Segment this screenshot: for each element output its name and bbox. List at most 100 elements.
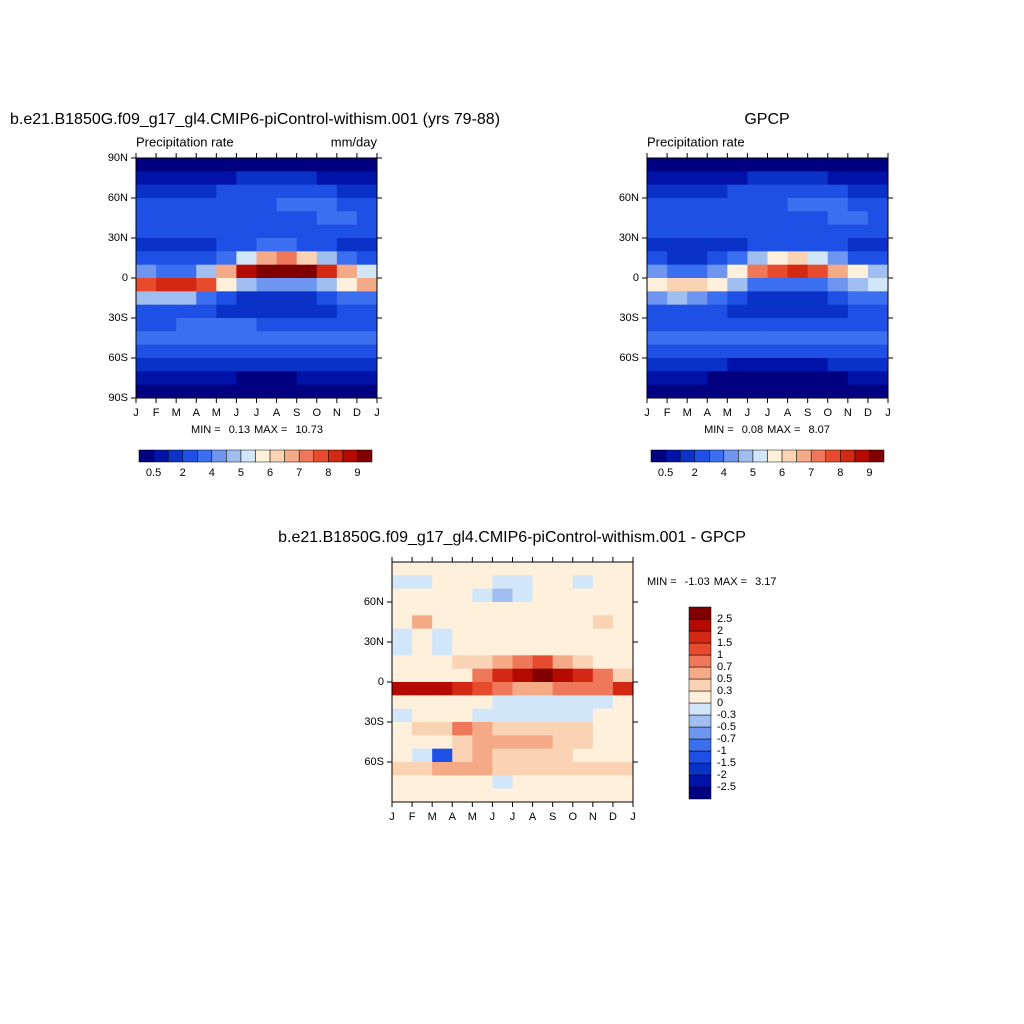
contour-cell xyxy=(156,344,177,359)
contour-cell xyxy=(452,722,473,736)
contour-cell xyxy=(316,318,338,332)
contour-cell xyxy=(296,171,318,186)
colorbar-box xyxy=(167,449,183,463)
contour-cell xyxy=(216,304,237,319)
contour-cell xyxy=(807,171,829,186)
contour-cell xyxy=(492,788,513,803)
contour-cell xyxy=(647,304,668,319)
chart-title: b.e21.B1850G.f09_g17_gl4.CMIP6-piControl… xyxy=(10,111,500,128)
colorbar-box xyxy=(688,654,712,668)
x-tick-label: A xyxy=(704,407,712,419)
contour-cell xyxy=(176,238,197,252)
contour-cell xyxy=(532,748,554,763)
contour-cell xyxy=(512,562,534,576)
contour-cell xyxy=(787,291,809,306)
contour-cell xyxy=(492,642,513,656)
colorbar-label: 8 xyxy=(325,467,331,479)
contour-cell xyxy=(572,762,594,776)
contour-cell xyxy=(256,158,278,172)
x-tick-label: A xyxy=(449,811,457,823)
contour-cell xyxy=(827,318,849,332)
contour-cell xyxy=(787,184,809,199)
x-tick-label: M xyxy=(428,811,437,823)
contour-cell xyxy=(136,384,157,399)
contour-cell xyxy=(612,735,634,750)
contour-cell xyxy=(552,722,574,736)
contour-cell xyxy=(196,198,217,212)
contour-cell xyxy=(552,642,574,656)
contour-cell xyxy=(647,211,668,226)
contour-cell xyxy=(136,251,157,266)
contour-cell xyxy=(472,748,493,763)
contour-cell xyxy=(156,198,177,212)
contour-cell xyxy=(707,158,728,172)
contour-cell xyxy=(512,602,534,616)
contour-cell xyxy=(727,184,748,199)
contour-cell xyxy=(647,384,668,399)
contour-cell xyxy=(236,384,257,399)
contour-cell xyxy=(176,304,197,319)
contour-cell xyxy=(807,158,829,172)
contour-cell xyxy=(827,198,849,212)
contour-cell xyxy=(432,602,453,616)
contour-cell xyxy=(612,562,634,576)
contour-cell xyxy=(156,251,177,266)
contour-cell xyxy=(847,198,869,212)
contour-cell xyxy=(767,331,789,346)
contour-cell xyxy=(827,158,849,172)
contour-cell xyxy=(787,171,809,186)
contour-cell xyxy=(532,642,554,656)
contour-cell xyxy=(592,708,614,723)
contour-cell xyxy=(667,291,688,306)
colorbar-box xyxy=(688,726,712,740)
contour-cell xyxy=(612,708,634,723)
contour-cell xyxy=(136,344,157,359)
contour-cell xyxy=(472,735,493,750)
contour-cell xyxy=(847,358,869,372)
contour-cell xyxy=(532,722,554,736)
min-max-stats: MIN = -1.03 MAX = 3.17 xyxy=(647,576,776,588)
contour-cell xyxy=(176,358,197,372)
contour-cell xyxy=(867,198,889,212)
contour-cell xyxy=(256,358,278,372)
contour-cell xyxy=(296,278,318,292)
contour-cell xyxy=(452,762,473,776)
subtitle-left: Precipitation rate xyxy=(136,134,234,149)
contour-cell xyxy=(532,615,554,630)
contour-cell xyxy=(667,264,688,279)
contour-cell xyxy=(216,291,237,306)
contour-cell xyxy=(392,642,413,656)
stat-min-label: MIN = xyxy=(191,424,221,436)
contour-cell xyxy=(747,171,768,186)
contour-cell xyxy=(492,682,513,696)
contour-cell xyxy=(412,642,433,656)
contour-cell xyxy=(412,588,433,603)
contour-cell xyxy=(867,318,889,332)
contour-cell xyxy=(276,238,298,252)
contour-cell xyxy=(392,655,413,670)
x-tick-label: J xyxy=(234,407,240,419)
contour-cell xyxy=(512,588,534,603)
contour-cell xyxy=(807,278,829,292)
contour-cell xyxy=(867,238,889,252)
contour-cell xyxy=(687,318,708,332)
contour-cell xyxy=(156,184,177,199)
x-tick-label: J xyxy=(389,811,395,823)
stat-max-label: MAX = xyxy=(767,424,800,436)
contour-cell xyxy=(196,384,217,399)
contour-cell xyxy=(647,264,668,279)
contour-cell xyxy=(592,722,614,736)
contour-cell xyxy=(867,291,889,306)
contour-cell xyxy=(356,331,378,346)
contour-cell xyxy=(392,575,413,590)
colorbar-label: 1.5 xyxy=(717,637,732,649)
contour-cell xyxy=(647,344,668,359)
contour-cell xyxy=(216,251,237,266)
x-tick-label: A xyxy=(273,407,281,419)
contour-cell xyxy=(236,278,257,292)
contour-cell xyxy=(867,331,889,346)
colorbar-label: 0.5 xyxy=(717,673,732,685)
contour-cell xyxy=(452,708,473,723)
contour-cell xyxy=(256,251,278,266)
contour-cell xyxy=(687,304,708,319)
